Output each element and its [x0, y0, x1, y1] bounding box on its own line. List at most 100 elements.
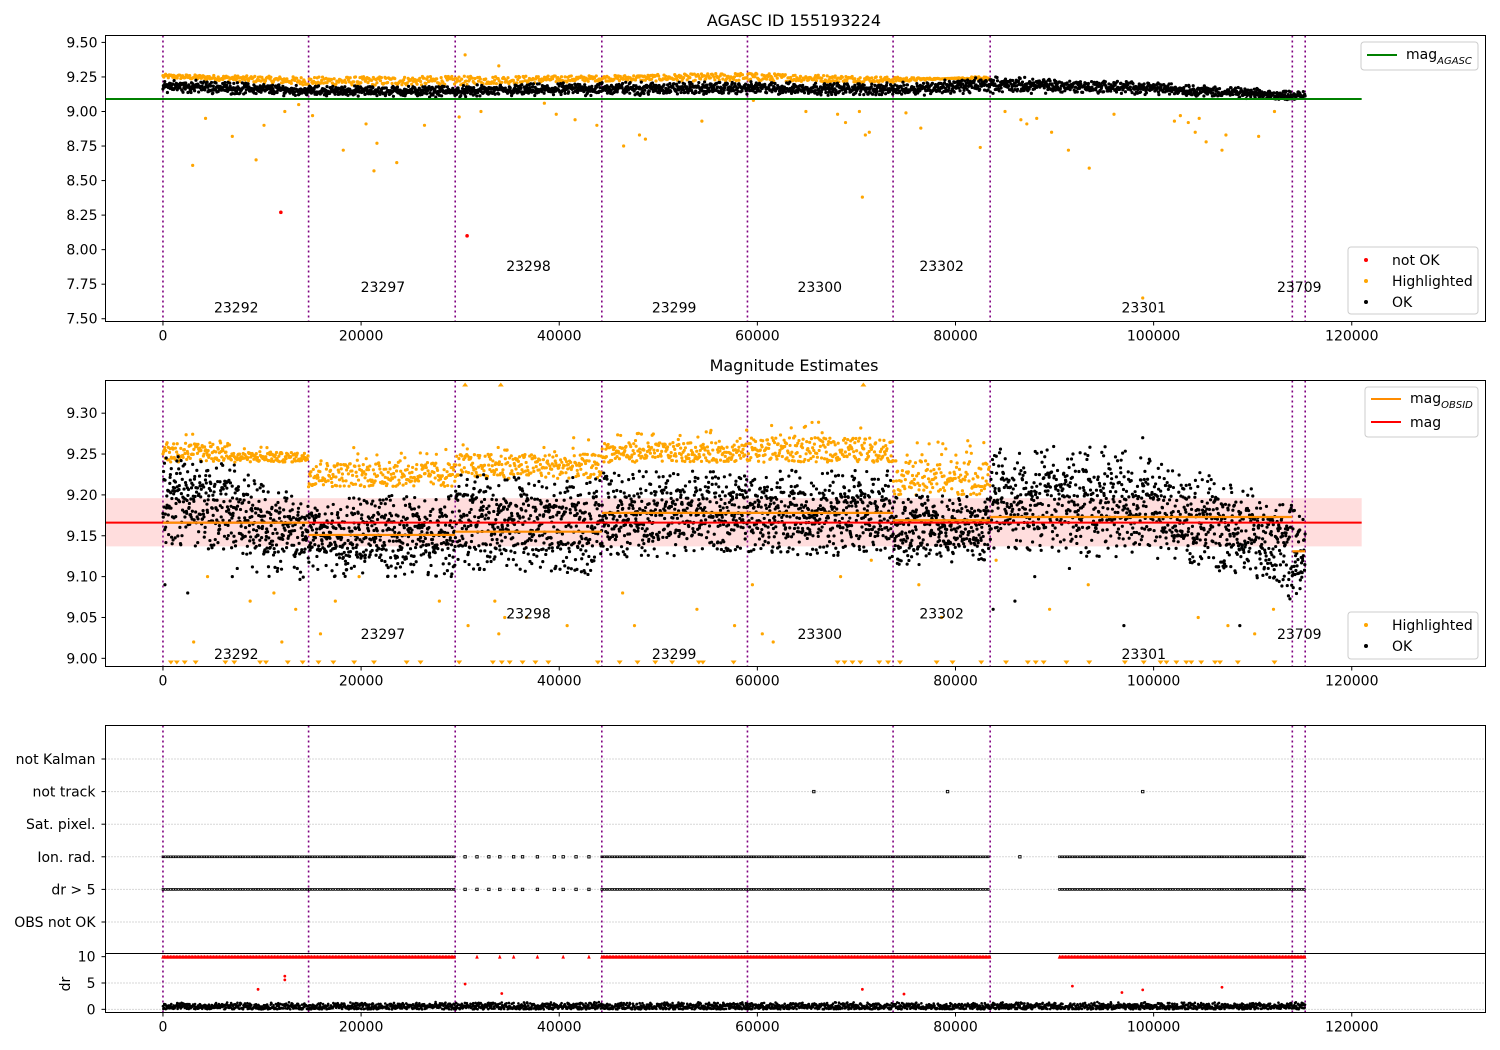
- highlighted-point: [820, 76, 824, 80]
- highlighted-point: [649, 445, 654, 450]
- highlighted-point: [203, 116, 208, 120]
- highlighted-point: [953, 476, 957, 480]
- ok-point: [870, 82, 874, 86]
- highlighted-point: [922, 474, 926, 479]
- highlighted-point: [820, 431, 824, 435]
- ok-point: [567, 90, 571, 94]
- highlighted-point: [872, 460, 876, 464]
- highlighted-point: [167, 450, 172, 454]
- highlighted-point: [863, 133, 867, 137]
- highlighted-point: [1049, 130, 1054, 134]
- highlighted-point: [494, 468, 499, 472]
- highlighted-point: [393, 475, 397, 479]
- highlighted-point: [508, 464, 512, 468]
- panel-1-legend-top: magAGASC: [1360, 41, 1479, 71]
- highlighted-point: [284, 457, 288, 461]
- highlighted-point: [606, 442, 610, 447]
- ok-point: [371, 86, 375, 90]
- highlighted-point: [510, 469, 514, 473]
- highlighted-point: [339, 462, 343, 467]
- highlighted-point: [556, 476, 560, 480]
- highlighted-point: [350, 473, 355, 477]
- highlighted-point: [587, 459, 591, 463]
- highlighted-point: [1220, 148, 1224, 152]
- highlighted-point: [350, 83, 354, 87]
- highlighted-point: [285, 77, 289, 81]
- highlighted-point: [863, 437, 868, 441]
- highlighted-point: [543, 454, 547, 458]
- ok-point: [926, 82, 930, 86]
- highlighted-point: [166, 76, 170, 80]
- highlighted-point: [1035, 116, 1039, 120]
- ok-point: [725, 82, 729, 86]
- highlighted-point: [364, 122, 368, 126]
- highlighted-point: [929, 482, 934, 486]
- highlighted-point: [212, 73, 216, 78]
- p1-ytick-label: 9.25: [66, 70, 97, 86]
- highlighted-point: [523, 452, 527, 457]
- highlighted-point: [391, 484, 395, 488]
- highlighted-point: [890, 440, 894, 444]
- ok-point: [997, 89, 1001, 93]
- highlighted-point: [428, 75, 433, 79]
- p1-obsid-label: 23709: [1277, 280, 1322, 296]
- highlighted-point: [492, 81, 496, 85]
- highlighted-point: [410, 82, 414, 86]
- highlighted-point: [425, 460, 430, 465]
- highlighted-point: [829, 79, 833, 84]
- highlighted-point: [301, 83, 305, 87]
- highlighted-point: [959, 473, 963, 477]
- highlighted-point: [222, 457, 226, 461]
- ok-point: [672, 82, 676, 86]
- ok-point: [647, 89, 651, 93]
- highlighted-point: [775, 76, 779, 80]
- ok-point: [1011, 78, 1015, 83]
- ok-point: [991, 78, 996, 83]
- highlighted-point: [875, 459, 880, 463]
- ok-point: [459, 94, 463, 98]
- highlighted-point: [900, 468, 904, 473]
- highlighted-point: [546, 74, 550, 78]
- ok-point: [922, 93, 926, 97]
- highlighted-point: [874, 75, 878, 79]
- highlighted-point: [648, 451, 652, 455]
- highlighted-point: [384, 76, 388, 80]
- highlighted-point: [615, 454, 619, 459]
- highlighted-point: [181, 455, 185, 460]
- highlighted-point: [686, 453, 691, 457]
- ok-point: [901, 80, 905, 84]
- ok-point: [1023, 75, 1027, 79]
- highlighted-point: [1186, 120, 1190, 125]
- highlighted-point: [334, 484, 339, 488]
- highlighted-point: [772, 441, 777, 445]
- highlighted-point: [653, 455, 657, 459]
- ok-point: [1131, 82, 1135, 86]
- highlighted-point: [426, 75, 430, 79]
- highlighted-point: [461, 443, 465, 447]
- highlighted-point: [342, 484, 346, 488]
- highlighted-point: [701, 442, 705, 447]
- highlighted-point: [416, 479, 421, 483]
- highlighted-point: [843, 120, 848, 125]
- ok-point: [844, 90, 848, 94]
- highlighted-point: [919, 460, 924, 464]
- highlighted-point: [925, 485, 929, 489]
- highlighted-point: [348, 76, 352, 80]
- highlighted-point: [831, 79, 836, 83]
- highlighted-point: [254, 452, 258, 456]
- highlighted-point: [497, 79, 501, 83]
- highlighted-point: [269, 75, 273, 79]
- highlighted-point: [493, 78, 497, 82]
- highlighted-point: [870, 76, 874, 80]
- highlighted-point: [664, 74, 668, 78]
- highlighted-point: [866, 454, 871, 458]
- highlighted-point: [366, 81, 370, 85]
- highlighted-point: [643, 137, 648, 141]
- highlighted-point: [931, 485, 935, 490]
- highlighted-point: [936, 440, 940, 444]
- highlighted-point: [554, 79, 558, 84]
- highlighted-point: [774, 436, 778, 440]
- highlighted-point: [450, 74, 454, 79]
- ok-point: [675, 92, 680, 96]
- highlighted-point: [478, 77, 482, 81]
